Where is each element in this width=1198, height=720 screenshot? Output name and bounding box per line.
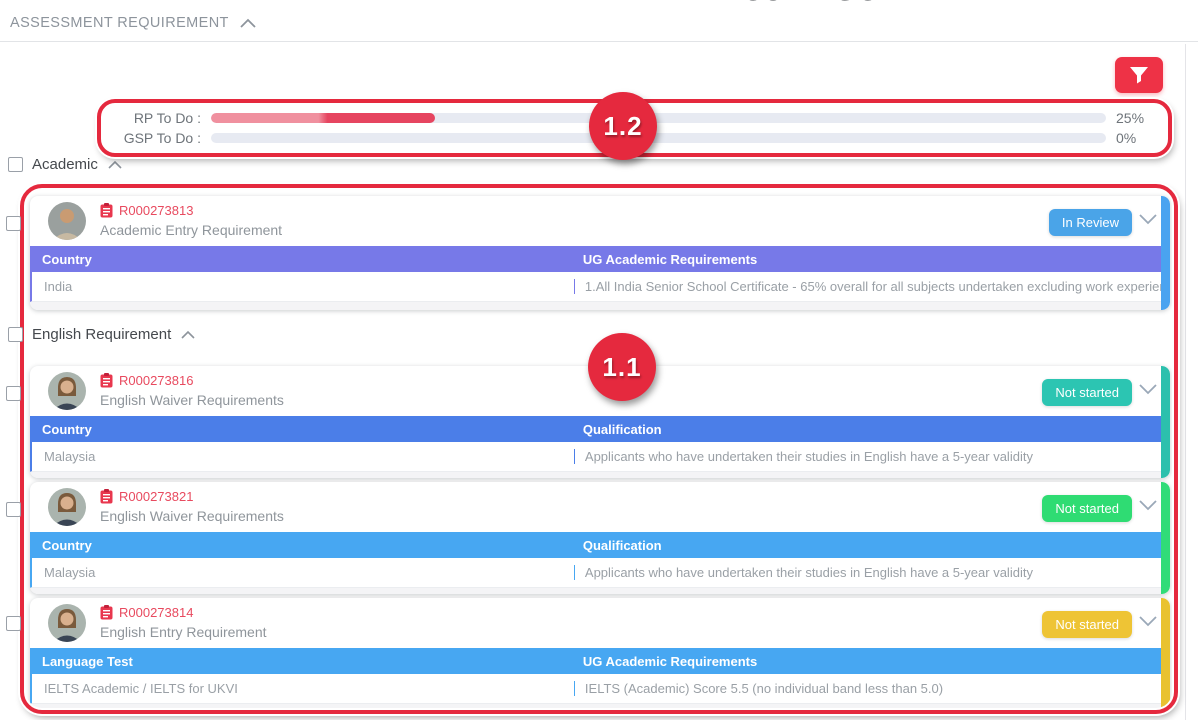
requirement-title: Academic Entry Requirement	[100, 222, 283, 238]
gsp-progress-label: GSP To Do :	[123, 130, 201, 147]
header-divider	[0, 41, 1198, 42]
annotation-badge-1-1: 1.1	[588, 333, 656, 401]
section-label-english: English Requirement	[32, 326, 172, 343]
column-header: Qualification	[582, 421, 662, 437]
chevron-up-icon[interactable]	[180, 330, 196, 340]
table-cell: Applicants who have undertaken their stu…	[573, 565, 1161, 580]
requirement-id: R000273816	[119, 373, 194, 388]
avatar	[48, 488, 86, 526]
table-cell: Applicants who have undertaken their stu…	[573, 449, 1161, 464]
card-checkbox-r000273813[interactable]	[6, 216, 21, 231]
rp-progress-row: RP To Do : 25%	[113, 109, 1158, 127]
card-checkbox-r000273821[interactable]	[6, 502, 21, 517]
column-header: Country	[42, 251, 92, 267]
table-cell: India	[44, 279, 73, 294]
status-badge[interactable]: In Review	[1048, 209, 1132, 236]
requirement-table: Language Test UG Academic Requirements I…	[30, 648, 1161, 710]
requirement-title: English Waiver Requirements	[100, 508, 284, 524]
section-row-academic: Academic	[8, 156, 123, 173]
table-row: Malaysia Applicants who have undertaken …	[30, 558, 1161, 588]
requirement-id: R000273814	[119, 605, 194, 620]
table-row: IELTS Academic / IELTS for UKVI IELTS (A…	[30, 674, 1161, 704]
avatar	[48, 202, 86, 240]
clipboard-icon	[100, 605, 113, 620]
status-badge[interactable]: Not started	[1042, 495, 1132, 522]
requirement-title: English Waiver Requirements	[100, 392, 284, 408]
annotation-badge-1-2: 1.2	[589, 92, 657, 160]
avatar	[48, 372, 86, 410]
requirement-table: Country UG Academic Requirements India 1…	[30, 246, 1161, 310]
gsp-progress-row: GSP To Do : 0%	[113, 130, 1158, 148]
column-header: UG Academic Requirements	[582, 251, 758, 267]
table-cell: Malaysia	[44, 565, 96, 580]
requirement-card: R000273814 English Entry Requirement Not…	[30, 598, 1170, 710]
table-cell: IELTS (Academic) Score 5.5 (no individua…	[573, 681, 1161, 696]
avatar	[48, 604, 86, 642]
status-stripe	[1161, 196, 1170, 310]
card-footer	[30, 472, 1161, 478]
column-header: Country	[42, 421, 92, 437]
card-header: R000273813 Academic Entry Requirement In…	[30, 196, 1170, 246]
chevron-down-icon[interactable]	[1136, 614, 1160, 634]
table-cell: IELTS Academic / IELTS for UKVI	[44, 681, 238, 696]
card-checkbox-r000273816[interactable]	[6, 386, 21, 401]
page-title: ASSESSMENT REQUIREMENT	[10, 15, 229, 31]
card-checkbox-r000273814[interactable]	[6, 616, 21, 631]
panel-edge	[1185, 44, 1186, 720]
table-row: Malaysia Applicants who have undertaken …	[30, 442, 1161, 472]
chevron-down-icon[interactable]	[1136, 212, 1160, 232]
requirement-table: Country Qualification Malaysia Applicant…	[30, 532, 1161, 594]
status-badge[interactable]: Not started	[1042, 611, 1132, 638]
rp-progress-label: RP To Do :	[133, 109, 201, 126]
chevron-down-icon[interactable]	[1136, 498, 1160, 518]
chevron-up-icon[interactable]	[107, 160, 123, 170]
rp-progress-percent: 25%	[1116, 109, 1145, 126]
academic-checkbox[interactable]	[8, 157, 23, 172]
column-header: UG Academic Requirements	[582, 653, 758, 669]
clipboard-icon	[100, 489, 113, 504]
clipboard-icon	[100, 203, 113, 218]
requirement-card: R000273821 English Waiver Requirements N…	[30, 482, 1170, 594]
table-cell: Malaysia	[44, 449, 96, 464]
card-header: R000273814 English Entry Requirement Not…	[30, 598, 1170, 648]
page-header: ASSESSMENT REQUIREMENT	[10, 15, 257, 31]
table-cell: 1.All India Senior School Certificate - …	[573, 279, 1161, 294]
requirement-id: R000273821	[119, 489, 194, 504]
logo: connect	[742, 0, 932, 8]
status-stripe	[1161, 598, 1170, 710]
card-footer	[30, 302, 1161, 310]
chevron-up-icon[interactable]	[239, 18, 257, 29]
chevron-down-icon[interactable]	[1136, 382, 1160, 402]
gsp-progress-bar	[211, 133, 1106, 144]
requirement-id: R000273813	[119, 203, 194, 218]
status-stripe	[1161, 482, 1170, 594]
rp-progress-bar	[211, 112, 1106, 123]
requirement-table: Country Qualification Malaysia Applicant…	[30, 416, 1161, 478]
english-requirement-checkbox[interactable]	[8, 327, 23, 342]
card-footer	[30, 588, 1161, 594]
status-badge[interactable]: Not started	[1042, 379, 1132, 406]
section-row-english: English Requirement	[8, 326, 196, 343]
card-header: R000273816 English Waiver Requirements N…	[30, 366, 1170, 416]
filter-button[interactable]	[1115, 57, 1163, 93]
column-header: Language Test	[42, 653, 133, 669]
table-row: India 1.All India Senior School Certific…	[30, 272, 1161, 302]
card-footer	[30, 704, 1161, 710]
column-header: Qualification	[582, 537, 662, 553]
funnel-icon	[1129, 66, 1149, 84]
rp-progress-fill	[211, 112, 435, 123]
requirement-card: R000273813 Academic Entry Requirement In…	[30, 196, 1170, 310]
clipboard-icon	[100, 373, 113, 388]
status-stripe	[1161, 366, 1170, 478]
card-header: R000273821 English Waiver Requirements N…	[30, 482, 1170, 532]
section-label-academic: Academic	[32, 156, 98, 173]
column-header: Country	[42, 537, 92, 553]
gsp-progress-percent: 0%	[1116, 130, 1137, 147]
requirement-title: English Entry Requirement	[100, 624, 267, 640]
